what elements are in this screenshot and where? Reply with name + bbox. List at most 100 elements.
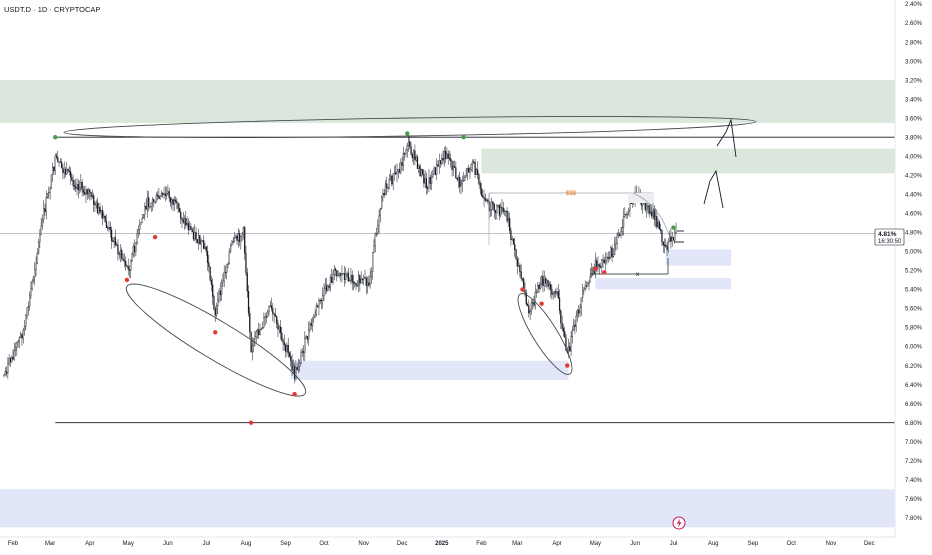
candle [133,239,136,258]
candle [246,267,248,298]
candle-body [384,183,387,196]
candle [502,201,504,215]
candle [274,307,277,317]
candle [584,280,586,292]
candle-body [461,180,463,185]
candle [619,232,621,237]
candle-body [456,177,458,180]
candle [491,197,493,217]
candle-body [610,247,612,258]
candle [103,212,105,220]
time-tick-label: Nov [358,541,369,547]
candle [389,168,392,182]
candle [259,323,261,336]
candle [182,211,184,225]
candle [242,226,245,240]
candle [136,229,138,245]
candle [104,215,106,223]
price-axis[interactable]: 2.40% 2.60% 2.80% 3.00% 3.20% 3.40% 3.60% 3.80%… [905,2,923,522]
candle [178,203,181,213]
candle [185,211,187,229]
candle-body [195,232,197,240]
candle [32,275,35,284]
candle-body [177,202,179,209]
candle [46,192,49,199]
candle [419,163,421,177]
candle-body [126,265,128,267]
time-tick-label: Jun [163,541,173,547]
candle-body [413,150,415,159]
candle [469,166,471,179]
zone-layer [0,80,895,528]
candle [58,161,60,167]
candle [168,187,170,202]
candle-body [503,210,506,212]
candle [241,232,243,241]
candle-body [318,299,320,308]
candle-body [213,296,215,310]
candle [391,174,393,187]
candle [52,162,54,182]
candle [240,235,242,250]
candle-body [264,316,266,318]
candle [361,277,364,284]
candle [603,256,605,264]
candle-body [500,206,502,216]
time-axis[interactable]: Feb Mar Apr May Jun Jul Aug Sep Oct Nov Dec 2025 Feb… [8,541,875,547]
candle [397,168,399,179]
candle-body [603,260,605,263]
candle-body [622,216,625,228]
candle-body [86,189,88,195]
candle-body [658,221,661,230]
candle-body [505,210,507,212]
price-tick-label: 4.60% [905,212,923,218]
time-tick-label: May [590,541,601,547]
pivot-high-marker [671,225,676,230]
candle [109,221,111,238]
candle [470,163,472,172]
candle-body [64,169,67,175]
candle [675,222,677,235]
candle [212,278,214,305]
candle-body [337,275,339,277]
candle [381,195,383,210]
candle-body [265,316,268,318]
candle [378,209,380,234]
candle-body [549,284,552,290]
candle-body [464,176,466,181]
candle-body [491,201,493,210]
candle-body [91,195,93,198]
candle-body [363,277,365,280]
candle-body [27,306,29,308]
bolt-icon[interactable] [672,516,686,530]
candle-body [333,268,335,275]
candle [510,227,512,246]
candle-body [327,285,329,291]
candle [118,251,120,260]
candle [354,281,356,288]
candle [137,224,140,239]
candle [579,303,581,318]
candle [345,267,347,284]
candle-body [41,219,44,227]
candle-body [579,307,581,314]
candle-body [583,288,585,291]
candle-body [651,211,653,217]
candle-body [546,280,548,284]
candle [267,309,269,318]
candle [247,285,250,317]
candle-body [332,274,334,283]
candle [235,234,237,239]
candle [437,160,439,168]
candle-body [30,288,32,296]
candle [16,341,18,356]
candle-body [418,165,420,169]
candle [44,203,46,216]
candle [160,190,163,197]
candle [276,315,278,329]
candle [186,216,188,227]
candle-body [334,268,337,271]
candle [599,262,602,269]
